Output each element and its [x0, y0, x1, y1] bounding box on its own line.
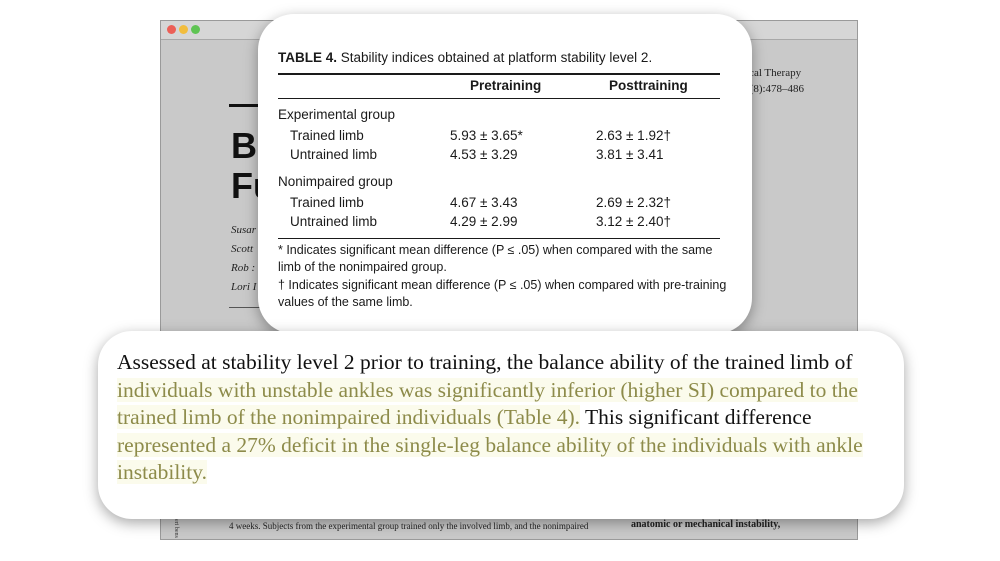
excerpt-text: Assessed at stability level 2 prior to t…: [117, 350, 853, 374]
table-cell: 4.53 ± 3.29: [450, 147, 518, 162]
table-cell: 5.93 ± 3.65*: [450, 128, 523, 143]
excerpt-text: This significant difference: [580, 405, 812, 429]
row-label: Untrained limb: [290, 214, 378, 229]
row-label: Untrained limb: [290, 147, 378, 162]
table-top-rule: [278, 73, 720, 75]
body-text-left: 4 weeks. Subjects from the experimental …: [229, 521, 589, 531]
table-cell: 2.69 ± 2.32†: [596, 195, 671, 210]
row-label: Trained limb: [290, 195, 364, 210]
excerpt-zoom-card: Assessed at stability level 2 prior to t…: [98, 331, 904, 519]
table-caption-text: Stability indices obtained at platform s…: [340, 50, 653, 65]
author-line: Susar: [231, 224, 257, 236]
author-line: Rob :: [231, 262, 256, 274]
table-header-rule: [278, 98, 720, 99]
group-label: Nonimpaired group: [278, 174, 393, 189]
table-label: TABLE 4.: [278, 50, 338, 65]
table-footnote: † Indicates significant mean difference …: [278, 278, 727, 309]
journal-line-2: )(8):478–486: [746, 83, 805, 95]
group-label: Experimental group: [278, 107, 396, 122]
table-cell: 4.29 ± 2.99: [450, 214, 518, 229]
side-margin-text: peri bens: [173, 516, 179, 538]
author-line: Scott: [231, 243, 253, 255]
table-caption: TABLE 4. Stability indices obtained at p…: [278, 50, 652, 65]
table-footnote: * Indicates significant mean difference …: [278, 243, 713, 274]
maximize-window-button[interactable]: [191, 25, 200, 34]
author-rule: [229, 307, 269, 308]
column-header-posttraining: Posttraining: [609, 78, 688, 93]
body-text-right: anatomic or mechanical instability,: [631, 519, 781, 530]
author-line: Lori I: [231, 281, 257, 293]
close-window-button[interactable]: [167, 25, 176, 34]
journal-line-1: ical Therapy: [746, 67, 802, 79]
column-header-pretraining: Pretraining: [470, 78, 542, 93]
table-cell: 2.63 ± 1.92†: [596, 128, 671, 143]
excerpt-highlight: represented a 27% deficit in the single-…: [117, 432, 863, 484]
title-rule: [229, 104, 269, 107]
minimize-window-button[interactable]: [179, 25, 188, 34]
table-zoom-card: TABLE 4. Stability indices obtained at p…: [258, 14, 752, 334]
table-cell: 4.67 ± 3.43: [450, 195, 518, 210]
table-bottom-rule: [278, 238, 720, 239]
table-cell: 3.12 ± 2.40†: [596, 214, 671, 229]
row-label: Trained limb: [290, 128, 364, 143]
table-cell: 3.81 ± 3.41: [596, 147, 664, 162]
